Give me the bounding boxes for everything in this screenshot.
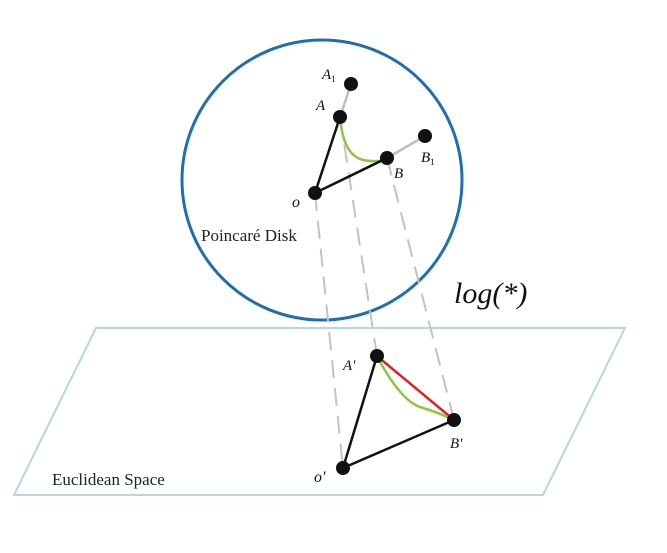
label-A1: A1 (321, 67, 336, 84)
projection-line-A (339, 116, 378, 357)
segment-o-A (313, 116, 342, 194)
segment-o-prime-A-prime (341, 355, 379, 469)
plane-title: Euclidean Space (52, 470, 165, 489)
points (308, 77, 461, 475)
poincare-disk (180, 38, 464, 322)
projection-line-B (386, 157, 455, 421)
point-A (333, 110, 347, 124)
point-o (308, 186, 322, 200)
point-B (380, 151, 394, 165)
label-o-prime: o' (314, 469, 326, 486)
map-label: log(*) (454, 277, 527, 310)
point-A1 (344, 77, 358, 91)
point-o-prime (336, 461, 350, 475)
point-B-prime (447, 413, 461, 427)
geodesic-disk (338, 116, 388, 163)
geodesic-plane (375, 355, 455, 422)
euclidean-segment-A-prime-B-prime (376, 355, 455, 421)
extension-B-B1 (386, 134, 426, 160)
segment-o-prime-B-prime (342, 418, 455, 470)
label-A-prime: A' (342, 358, 356, 374)
label-B-prime: B' (450, 436, 463, 452)
projection-lines (314, 116, 455, 469)
point-B1 (418, 129, 432, 143)
label-o: o (292, 194, 300, 211)
segment-o-B (314, 156, 388, 195)
euclidean-plane (12, 327, 627, 496)
point-A-prime (370, 349, 384, 363)
disk-title: Poincaré Disk (201, 226, 297, 245)
label-B: B (394, 166, 403, 182)
projection-line-o (314, 192, 344, 469)
label-A: A (315, 98, 326, 114)
label-B1: B1 (421, 150, 435, 167)
